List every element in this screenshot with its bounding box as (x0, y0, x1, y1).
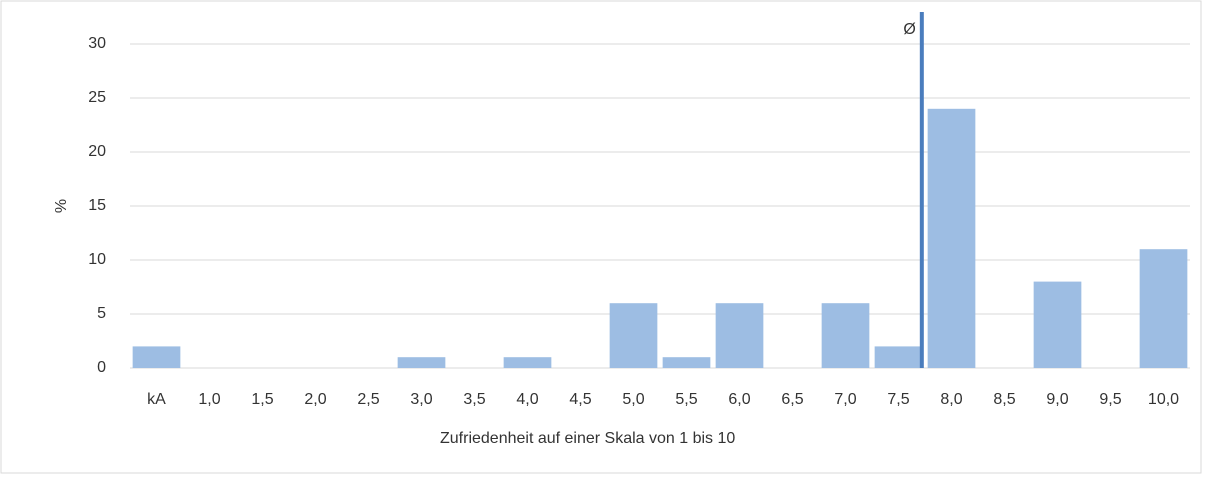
x-tick-label: 2,5 (357, 391, 379, 408)
x-tick-label: 1,0 (198, 391, 220, 408)
bar (609, 303, 658, 368)
bar (715, 303, 764, 368)
y-axis-label: % (53, 199, 70, 213)
x-tick-label: 9,5 (1099, 391, 1121, 408)
x-tick-label: 5,5 (675, 391, 697, 408)
y-tick-label: 15 (88, 197, 106, 214)
y-tick-label: 20 (88, 143, 106, 160)
bar (397, 357, 446, 368)
x-tick-label: 7,5 (887, 391, 909, 408)
bar (1139, 249, 1188, 368)
bar (503, 357, 552, 368)
x-tick-label: 6,0 (728, 391, 750, 408)
bar (132, 346, 181, 368)
x-tick-label: 5,0 (622, 391, 644, 408)
x-tick-label: 3,0 (410, 391, 432, 408)
x-tick-label: kA (147, 391, 166, 408)
bar (927, 108, 976, 369)
bar (1033, 281, 1082, 368)
x-tick-label: 4,5 (569, 391, 591, 408)
chart-border (0, 0, 1202, 474)
y-tick-label: 10 (88, 251, 106, 268)
mean-label: Ø (903, 21, 915, 38)
bar (874, 346, 923, 368)
x-tick-label: 8,5 (993, 391, 1015, 408)
bar (821, 303, 870, 368)
x-tick-label: 1,5 (251, 391, 273, 408)
x-tick-label: 6,5 (781, 391, 803, 408)
y-tick-label: 25 (88, 89, 106, 106)
bar (662, 357, 711, 368)
y-tick-label: 5 (97, 305, 106, 322)
x-tick-label: 3,5 (463, 391, 485, 408)
y-tick-label: 0 (97, 359, 106, 376)
x-tick-label: 4,0 (516, 391, 538, 408)
x-tick-label: 2,0 (304, 391, 326, 408)
x-axis-label: Zufriedenheit auf einer Skala von 1 bis … (440, 430, 735, 447)
x-tick-label: 8,0 (940, 391, 962, 408)
x-tick-label: 7,0 (834, 391, 856, 408)
x-tick-label: 10,0 (1148, 391, 1179, 408)
y-tick-label: 30 (88, 35, 106, 52)
x-tick-label: 9,0 (1046, 391, 1068, 408)
